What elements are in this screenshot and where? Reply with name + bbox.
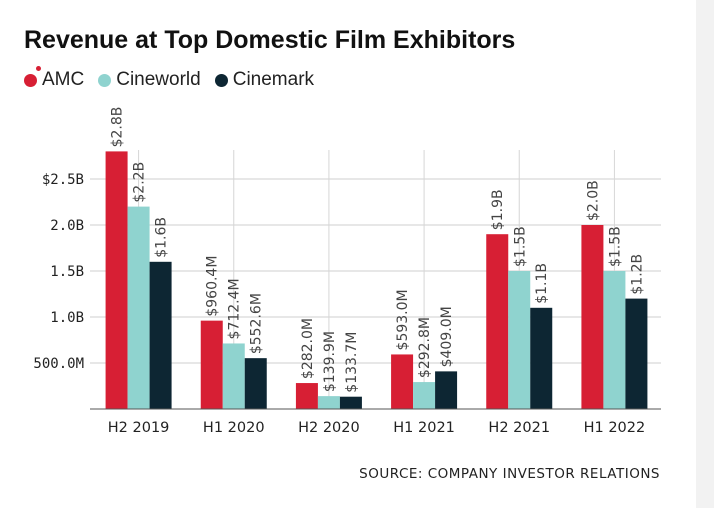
data-label: $1.2B xyxy=(629,254,645,295)
y-tick-label: $2.5B xyxy=(42,172,84,188)
legend-item-cinemark: Cinemark xyxy=(214,69,315,91)
legend-label-cineworld: Cineworld xyxy=(116,69,201,90)
bar-amc-h1-2022 xyxy=(581,225,604,409)
bar-cinemark-h1-2022 xyxy=(625,298,648,409)
data-label: $1.6B xyxy=(154,217,170,258)
page-edge-strip xyxy=(696,0,714,508)
bar-cinemark-h2-2020 xyxy=(339,396,362,409)
data-label: $2.0B xyxy=(585,180,601,221)
bar-cinemark-h2-2021 xyxy=(530,307,553,409)
data-label: $552.6M xyxy=(249,293,265,354)
bar-cineworld-h1-2021 xyxy=(413,382,436,409)
data-label: $1.5B xyxy=(512,226,528,267)
data-label: $960.4M xyxy=(205,256,221,317)
bar-cineworld-h2-2021 xyxy=(508,271,531,409)
chart-title: Revenue at Top Domestic Film Exhibitors xyxy=(24,26,516,54)
bar-amc-h2-2020 xyxy=(295,383,318,409)
y-tick-label: 1.5B xyxy=(50,264,84,280)
bar-amc-h1-2021 xyxy=(391,354,414,409)
legend-label-cinemark: Cinemark xyxy=(232,69,315,90)
data-label: $1.9B xyxy=(490,189,506,230)
data-label: $2.2B xyxy=(132,162,148,203)
bar-cineworld-h2-2020 xyxy=(317,396,340,409)
data-label: $1.1B xyxy=(534,263,550,304)
legend: AMC Cineworld Cinemark xyxy=(24,69,328,91)
data-label: $712.4M xyxy=(227,278,243,339)
data-label: $282.0M xyxy=(300,318,316,379)
data-label: $1.5B xyxy=(607,226,623,267)
bar-amc-h2-2021 xyxy=(486,234,509,409)
x-tick-label: H2 2019 xyxy=(108,420,170,436)
bar-cineworld-h1-2020 xyxy=(222,343,245,409)
data-label: $139.9M xyxy=(322,331,338,392)
x-tick-label: H2 2020 xyxy=(298,420,360,436)
bar-cinemark-h1-2020 xyxy=(244,358,267,409)
bar-amc-h2-2019 xyxy=(105,151,128,409)
data-label: $292.8M xyxy=(417,317,433,378)
bar-amc-h1-2020 xyxy=(200,320,223,409)
x-tick-label: H2 2021 xyxy=(488,420,550,436)
bar-cineworld-h1-2022 xyxy=(603,271,626,409)
legend-swatch-cinemark xyxy=(214,73,228,87)
bar-cinemark-h1-2021 xyxy=(435,371,458,409)
x-tick-label: H1 2020 xyxy=(203,420,265,436)
data-label: $409.0M xyxy=(439,306,455,367)
data-label: $593.0M xyxy=(395,289,411,350)
legend-label-amc: AMC xyxy=(42,69,85,90)
y-tick-label: 1.0B xyxy=(50,310,84,326)
legend-item-amc: AMC xyxy=(24,69,84,91)
legend-item-cineworld: Cineworld xyxy=(98,69,201,91)
y-tick-label: 500.0M xyxy=(33,356,84,372)
y-tick-label: 2.0B xyxy=(50,218,84,234)
x-tick-label: H1 2022 xyxy=(584,420,646,436)
legend-swatch-cineworld xyxy=(98,73,112,87)
bar-cinemark-h2-2019 xyxy=(149,261,172,409)
legend-swatch-amc xyxy=(24,73,37,87)
data-label: $133.7M xyxy=(344,332,360,393)
x-tick-label: H1 2021 xyxy=(393,420,455,436)
bar-cineworld-h2-2019 xyxy=(127,206,150,409)
source-note: SOURCE: COMPANY INVESTOR RELATIONS xyxy=(359,466,660,482)
legend-marker-dot xyxy=(36,66,41,71)
data-label: $2.8B xyxy=(110,107,126,148)
